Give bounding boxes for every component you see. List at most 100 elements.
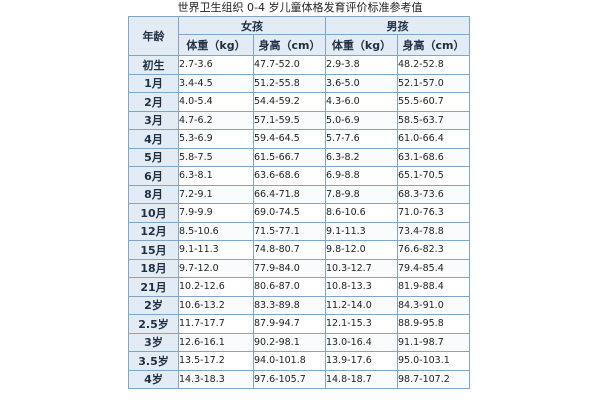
table-row: 4月 5.3-6.9 59.4-64.5 5.7-7.6 61.0-66.4 <box>128 129 470 149</box>
boy-height-cell: 81.9-88.4 <box>397 277 470 297</box>
girl-weight-cell: 4.0-5.4 <box>178 92 254 112</box>
girl-weight-cell: 11.7-17.7 <box>178 314 254 334</box>
boy-height-cell: 61.0-66.4 <box>397 129 470 149</box>
girl-weight-cell: 14.3-18.3 <box>178 369 254 389</box>
age-cell: 18月 <box>128 258 179 278</box>
table-row: 12月 8.5-10.6 71.5-77.1 9.1-11.3 73.4-78.8 <box>128 221 470 241</box>
girl-weight-cell: 6.3-8.1 <box>178 166 254 186</box>
age-cell: 2月 <box>128 92 179 112</box>
boy-weight-cell: 3.6-5.0 <box>325 73 398 93</box>
header-row-gender: 年龄 女孩 男孩 <box>128 16 470 56</box>
table-row: 初生 2.7-3.6 47.7-52.0 2.9-3.8 48.2-52.8 <box>128 55 470 75</box>
girl-height-cell: 57.1-59.5 <box>253 110 326 130</box>
age-cell: 15月 <box>128 240 179 260</box>
table-row: 3岁 12.6-16.1 90.2-98.1 13.0-16.4 91.1-98.7 <box>128 332 470 352</box>
girl-height-cell: 80.6-87.0 <box>253 277 326 297</box>
boy-weight-cell: 12.1-15.3 <box>325 314 398 334</box>
boy-height-cell: 52.1-57.0 <box>397 73 470 93</box>
boy-weight-cell: 7.8-9.8 <box>325 184 398 204</box>
table-row: 3月 4.7-6.2 57.1-59.5 5.0-6.9 58.5-63.7 <box>128 110 470 130</box>
table-row: 1月 3.4-4.5 51.2-55.8 3.6-5.0 52.1-57.0 <box>128 73 470 93</box>
boy-height-cell: 48.2-52.8 <box>397 55 470 75</box>
girls-header: 女孩 <box>178 16 326 35</box>
girl-height-cell: 74.8-80.7 <box>253 240 326 260</box>
table-row: 3.5岁 13.5-17.2 94.0-101.8 13.9-17.6 95.0-103… <box>128 351 470 371</box>
girl-height-cell: 71.5-77.1 <box>253 221 326 241</box>
table-row: 10月 7.9-9.9 69.0-74.5 8.6-10.6 71.0-76.3 <box>128 203 470 223</box>
girl-height-cell: 51.2-55.8 <box>253 73 326 93</box>
girl-height-cell: 97.6-105.7 <box>253 369 326 389</box>
boy-weight-cell: 13.9-17.6 <box>325 351 398 371</box>
age-cell: 1月 <box>128 73 179 93</box>
boys-header: 男孩 <box>325 16 470 35</box>
table-row: 2月 4.0-5.4 54.4-59.2 4.3-6.0 55.5-60.7 <box>128 92 470 112</box>
age-cell: 3.5岁 <box>128 351 179 371</box>
age-cell: 初生 <box>128 55 179 75</box>
girl-weight-header: 体重（kg） <box>178 34 254 56</box>
boy-height-cell: 68.3-73.6 <box>397 184 470 204</box>
girl-weight-cell: 4.7-6.2 <box>178 110 254 130</box>
boy-height-header: 身高（cm） <box>397 34 470 56</box>
girl-height-cell: 47.7-52.0 <box>253 55 326 75</box>
age-cell: 2岁 <box>128 295 179 315</box>
girl-weight-cell: 7.2-9.1 <box>178 184 254 204</box>
page-title: 世界卫生组织 0-4 岁儿童体格发育评价标准参考值 <box>177 1 423 14</box>
girl-height-cell: 87.9-94.7 <box>253 314 326 334</box>
girl-height-cell: 63.6-68.6 <box>253 166 326 186</box>
age-cell: 3岁 <box>128 332 179 352</box>
table-row: 15月 9.1-11.3 74.8-80.7 9.8-12.0 76.6-82.3 <box>128 240 470 260</box>
boy-height-cell: 98.7-107.2 <box>397 369 470 389</box>
boy-weight-cell: 2.9-3.8 <box>325 55 398 75</box>
boy-weight-cell: 6.3-8.2 <box>325 147 398 167</box>
table-row: 8月 7.2-9.1 66.4-71.8 7.8-9.8 68.3-73.6 <box>128 184 470 204</box>
girl-height-cell: 83.3-89.8 <box>253 295 326 315</box>
girl-height-cell: 90.2-98.1 <box>253 332 326 352</box>
boy-height-cell: 88.9-95.8 <box>397 314 470 334</box>
girl-height-header: 身高（cm） <box>253 34 326 56</box>
age-cell: 12月 <box>128 221 179 241</box>
growth-reference-table: 年龄 女孩 男孩 体重（kg） 身高（cm） 体重（kg） 身高（cm） 初生 2… <box>128 16 470 389</box>
age-cell: 8月 <box>128 184 179 204</box>
table-row: 2.5岁 11.7-17.7 87.9-94.7 12.1-15.3 88.9-95.8 <box>128 314 470 334</box>
boy-height-cell: 79.4-85.4 <box>397 258 470 278</box>
table-row: 18月 9.7-12.0 77.9-84.0 10.3-12.7 79.4-85.4 <box>128 258 470 278</box>
table-row: 6月 6.3-8.1 63.6-68.6 6.9-8.8 65.1-70.5 <box>128 166 470 186</box>
boy-weight-cell: 9.1-11.3 <box>325 221 398 241</box>
girl-height-cell: 61.5-66.7 <box>253 147 326 167</box>
age-column-header: 年龄 <box>128 16 179 56</box>
age-cell: 21月 <box>128 277 179 297</box>
girl-height-cell: 69.0-74.5 <box>253 203 326 223</box>
age-cell: 5月 <box>128 147 179 167</box>
girl-weight-cell: 12.6-16.1 <box>178 332 254 352</box>
boy-height-cell: 71.0-76.3 <box>397 203 470 223</box>
header-row-measure: 体重（kg） 身高（cm） 体重（kg） 身高（cm） <box>129 34 470 56</box>
boy-weight-cell: 4.3-6.0 <box>325 92 398 112</box>
girl-weight-cell: 9.1-11.3 <box>178 240 254 260</box>
boy-weight-cell: 5.7-7.6 <box>325 129 398 149</box>
girl-height-cell: 59.4-64.5 <box>253 129 326 149</box>
boy-height-cell: 73.4-78.8 <box>397 221 470 241</box>
age-cell: 4岁 <box>128 369 179 389</box>
boy-weight-cell: 8.6-10.6 <box>325 203 398 223</box>
age-cell: 2.5岁 <box>128 314 179 334</box>
girl-height-cell: 54.4-59.2 <box>253 92 326 112</box>
boy-weight-cell: 10.8-13.3 <box>325 277 398 297</box>
girl-weight-cell: 9.7-12.0 <box>178 258 254 278</box>
boy-height-cell: 95.0-103.1 <box>397 351 470 371</box>
boy-weight-cell: 11.2-14.0 <box>325 295 398 315</box>
table-row: 2岁 10.6-13.2 83.3-89.8 11.2-14.0 84.3-91.0 <box>128 295 470 315</box>
boy-weight-cell: 10.3-12.7 <box>325 258 398 278</box>
boy-weight-cell: 14.8-18.7 <box>325 369 398 389</box>
boy-weight-cell: 13.0-16.4 <box>325 332 398 352</box>
girl-height-cell: 77.9-84.0 <box>253 258 326 278</box>
age-cell: 4月 <box>128 129 179 149</box>
girl-weight-cell: 10.2-12.6 <box>178 277 254 297</box>
boy-height-cell: 58.5-63.7 <box>397 110 470 130</box>
boy-height-cell: 65.1-70.5 <box>397 166 470 186</box>
girl-height-cell: 66.4-71.8 <box>253 184 326 204</box>
boy-height-cell: 84.3-91.0 <box>397 295 470 315</box>
table-row: 5月 5.8-7.5 61.5-66.7 6.3-8.2 63.1-68.6 <box>128 147 470 167</box>
boy-weight-cell: 6.9-8.8 <box>325 166 398 186</box>
girl-weight-cell: 10.6-13.2 <box>178 295 254 315</box>
boy-weight-cell: 5.0-6.9 <box>325 110 398 130</box>
